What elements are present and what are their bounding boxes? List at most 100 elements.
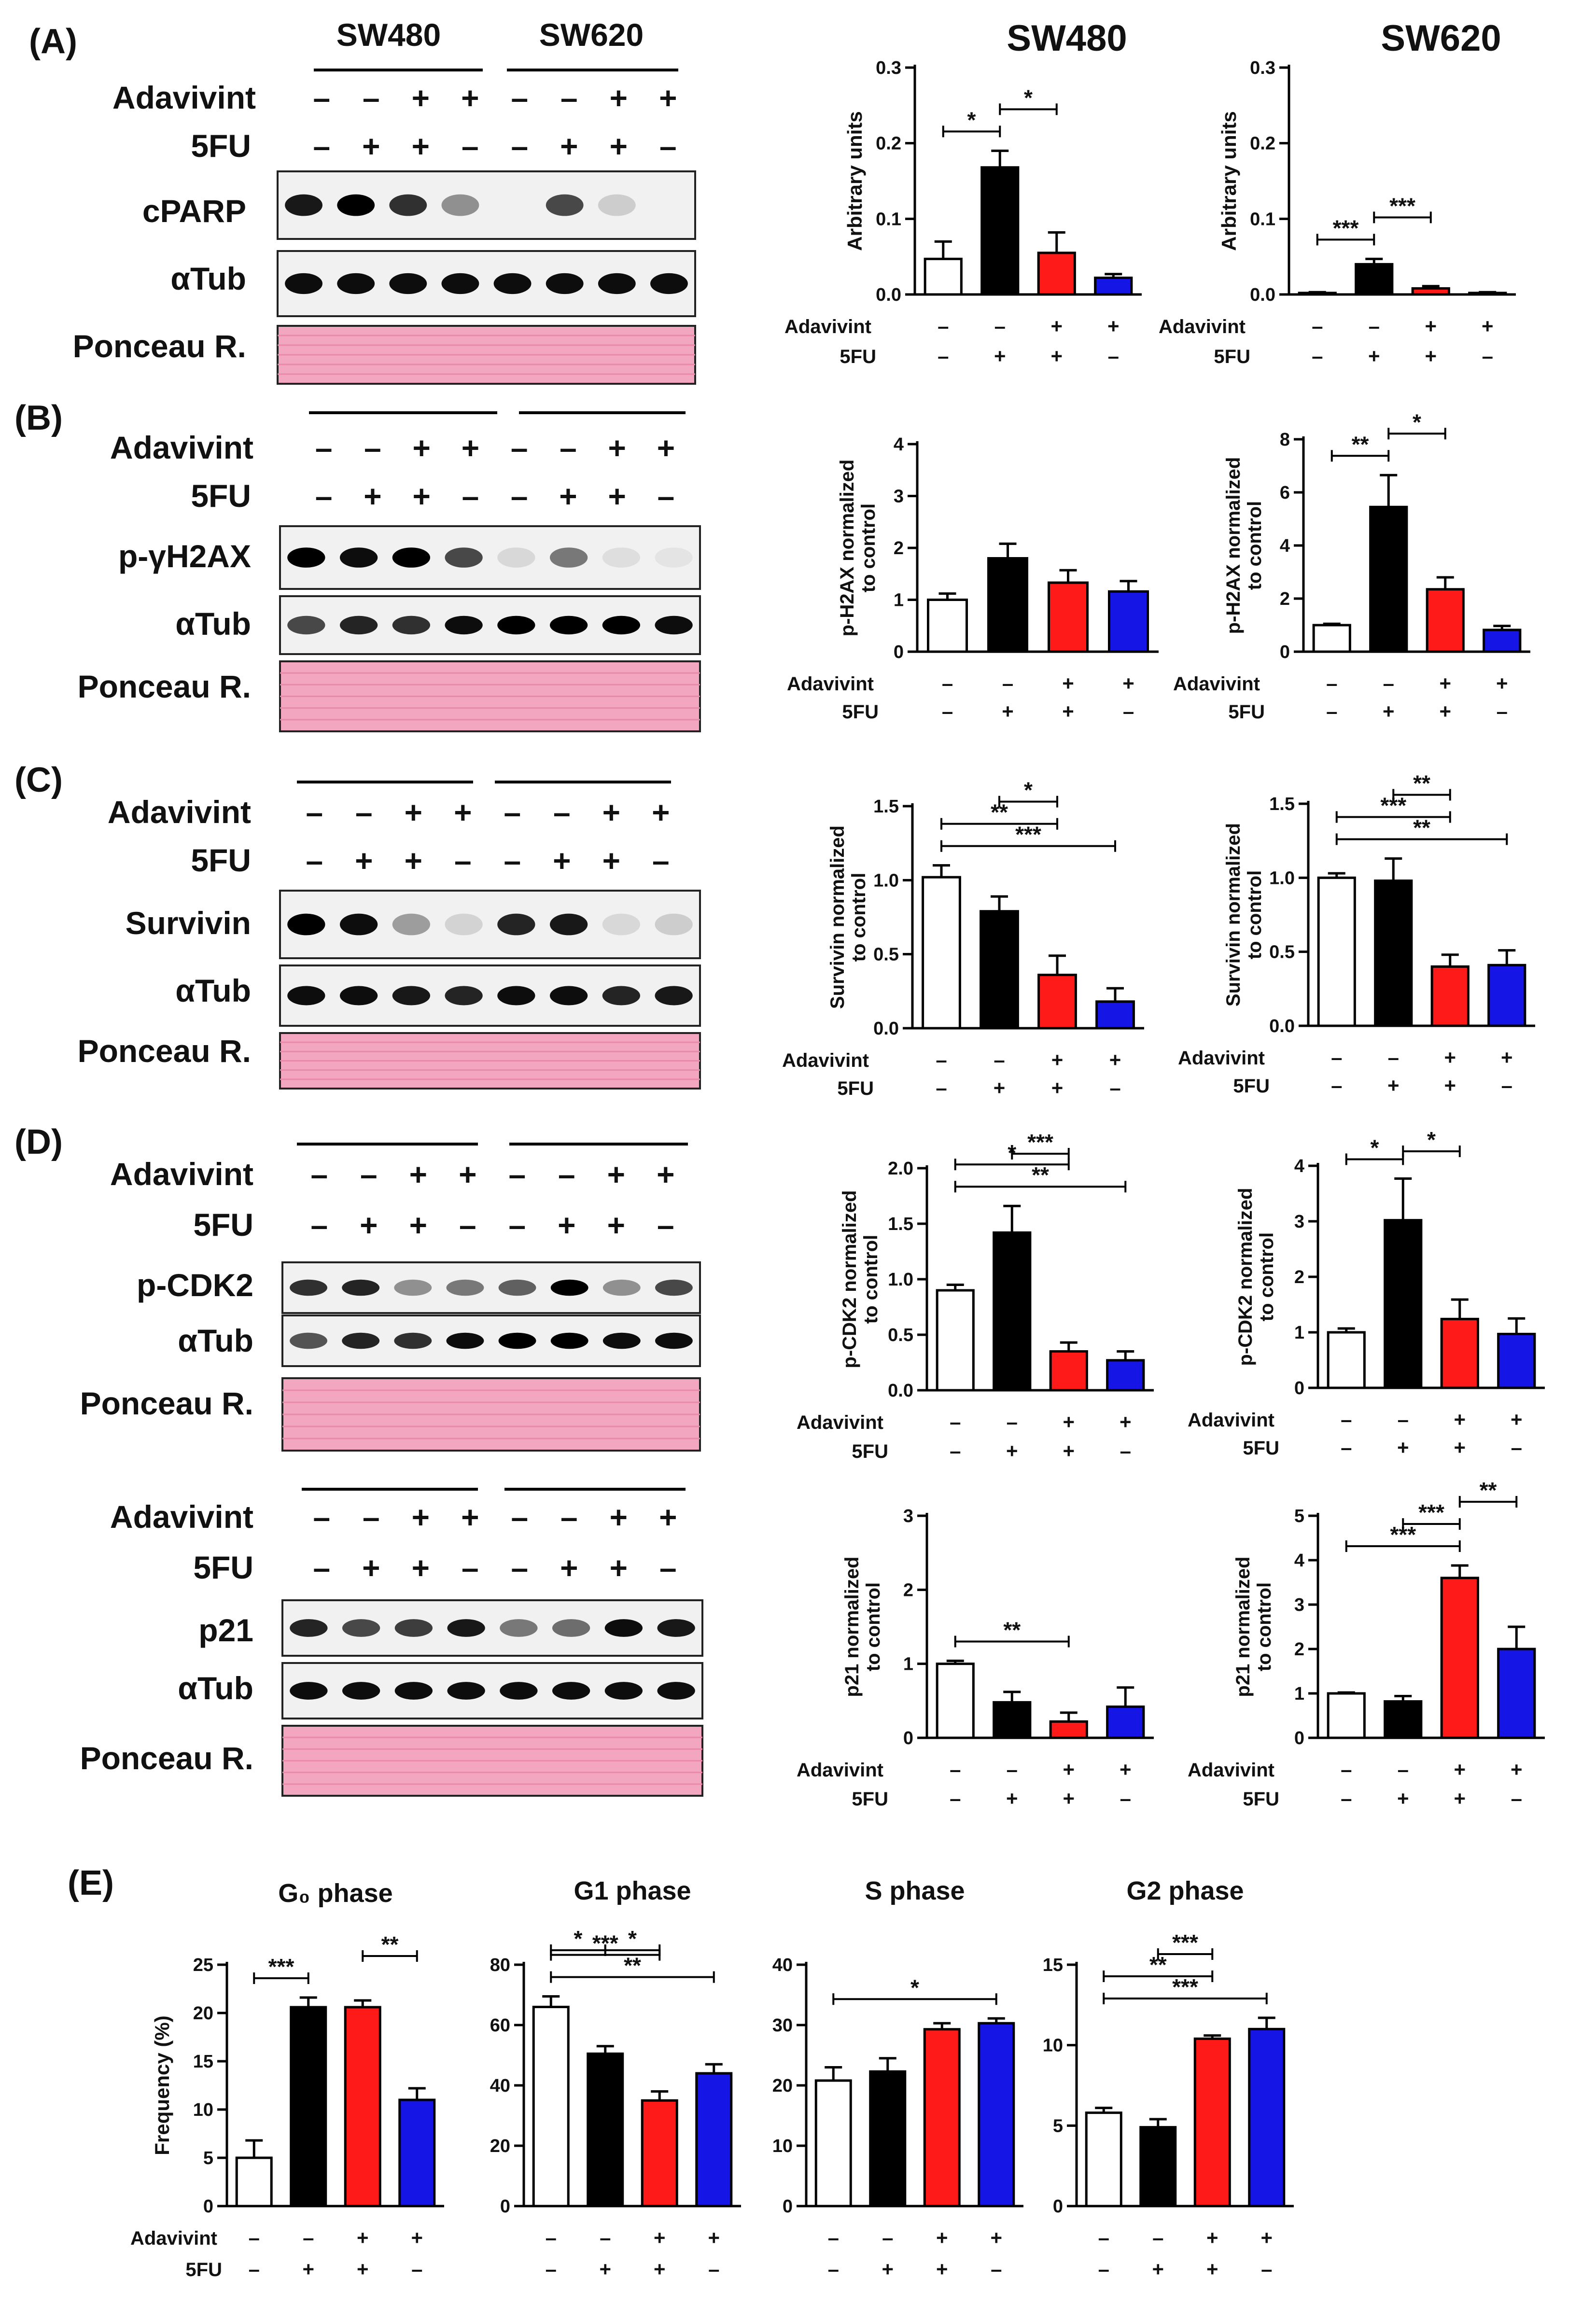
fu-row-label: 5FU — [840, 346, 876, 367]
significance-stars: *** — [1027, 1130, 1053, 1155]
significance-stars: *** — [1333, 215, 1359, 240]
blot-band — [549, 615, 588, 635]
c-fu-sign: + — [553, 843, 571, 878]
d-fu-sign: – — [657, 1208, 674, 1243]
bar — [1327, 1692, 1366, 1739]
blot-band — [552, 1682, 590, 1700]
y-tick-label: 5 — [1053, 2116, 1063, 2136]
bar — [695, 2072, 733, 2208]
d-adavivint-sign: + — [459, 1157, 476, 1192]
fu-sign: + — [1454, 1436, 1466, 1459]
c-fu-sign: + — [355, 843, 373, 878]
adavivint-sign: + — [1122, 672, 1134, 695]
chart-c1: 0.0 0.5 1.0 1.5 Survivin normalized to contro… — [782, 778, 1144, 1099]
fu-sign: + — [1006, 1440, 1018, 1462]
fu-sign: + — [1439, 700, 1451, 723]
blot-band — [546, 273, 584, 294]
y-tick-label: 3 — [1294, 1212, 1304, 1232]
fu-sign: – — [1120, 1440, 1131, 1462]
chart-a2: 0.0 0.1 0.2 0.3 Arbitrary units SW620 *** *** Ad… — [1159, 18, 1516, 367]
y-tick-label: 20 — [193, 2003, 213, 2024]
y-tick-label: 2 — [1280, 589, 1290, 609]
blot-band — [394, 1332, 432, 1349]
adavivint-row-label: Adavivint — [787, 673, 874, 695]
p-adavivint-sign: + — [659, 1500, 677, 1535]
blot-band — [604, 1682, 643, 1700]
significance-stars: * — [1024, 85, 1033, 110]
y-tick-label: 0 — [894, 642, 904, 662]
b-adavivint-sign: + — [412, 431, 430, 465]
fu-row-label: 5FU — [1214, 346, 1250, 367]
fu-row-label: 5FU — [1233, 1076, 1270, 1097]
chart-a1: 0.0 0.1 0.2 0.3 Arbitrary units SW480 * * Adaviv… — [784, 18, 1142, 367]
blot-band — [598, 194, 636, 216]
fu-label: 5FU — [191, 128, 251, 164]
y-tick-label: 0.3 — [876, 58, 901, 78]
adavivint-sign: + — [357, 2226, 369, 2249]
adavivint-row-label: Adavivint — [784, 316, 871, 337]
y-tick-label: 4 — [1294, 1156, 1304, 1176]
blot-band — [392, 615, 431, 635]
a-fu-sign: – — [313, 129, 330, 164]
bar — [978, 2022, 1015, 2208]
adavivint-row-label: Adavivint — [782, 1050, 869, 1071]
y-tick-label: 0.3 — [1250, 58, 1275, 78]
fu-sign: + — [1425, 345, 1437, 367]
fu-sign: – — [1511, 1436, 1522, 1459]
adavivint-sign: – — [1388, 1046, 1399, 1069]
fu-sign: + — [1063, 1787, 1075, 1810]
bar — [1487, 964, 1526, 1027]
chart-c2: 0.0 0.5 1.0 1.5 Survivin normalized to contro… — [1178, 770, 1535, 1097]
y-axis-label: p-CDK2 normalized — [1235, 1188, 1256, 1366]
bar — [980, 910, 1019, 1030]
y-tick-label: 4 — [894, 434, 904, 455]
y-tick-label: 0.0 — [888, 1381, 913, 1401]
y-tick-label: 2 — [894, 538, 904, 559]
blot-band — [445, 986, 483, 1006]
blot-band — [602, 547, 641, 568]
adavivint-sign: + — [1444, 1046, 1456, 1069]
fu-sign: – — [1109, 1076, 1120, 1099]
blot-band — [394, 1619, 433, 1637]
blot-tub-c — [279, 964, 701, 1027]
c-adavivint-sign: + — [405, 795, 422, 830]
y-tick-label: 1.0 — [1269, 868, 1295, 888]
fu-sign: + — [1383, 700, 1395, 723]
adavivint-sign: – — [1002, 672, 1013, 695]
adavivint-row-label: Adavivint — [1173, 673, 1260, 695]
adavivint-sign: + — [1120, 1411, 1132, 1433]
adavivint-sign: – — [994, 315, 1006, 337]
y-tick-label: 1.0 — [888, 1270, 913, 1290]
adavivint-label: Adavivint — [110, 1499, 253, 1535]
b-fu-sign: – — [511, 479, 528, 514]
b-fu-sign: – — [462, 479, 479, 514]
y-axis-label: p-H2AX normalized — [837, 460, 858, 637]
fu-sign: – — [1341, 1787, 1352, 1810]
y-tick-label: 0.2 — [1250, 134, 1275, 154]
bar — [1483, 629, 1522, 653]
blot-band — [497, 615, 535, 635]
blot-band — [392, 913, 431, 936]
significance-stars: * — [574, 1926, 583, 1951]
y-tick-label: 1 — [1294, 1684, 1304, 1704]
y-axis-label: to control — [848, 873, 869, 962]
y-axis-label: to control — [858, 503, 879, 592]
y-axis-label: Frequency (%) — [151, 2015, 173, 2155]
a-adavivint-sign: + — [659, 81, 677, 115]
d-adavivint-sign: – — [508, 1157, 526, 1192]
d-adavivint-sign: – — [558, 1157, 575, 1192]
y-tick-label: 0.0 — [876, 285, 901, 305]
p-fu-sign: – — [511, 1551, 528, 1585]
blot-frame — [279, 890, 701, 959]
fu-sign: + — [1454, 1787, 1466, 1810]
bar — [1049, 1720, 1088, 1739]
significance-stars: *** — [1172, 1930, 1198, 1955]
blot-band — [602, 1332, 641, 1349]
bar — [987, 557, 1028, 653]
blot-band — [655, 913, 693, 936]
y-tick-label: 10 — [193, 2100, 213, 2120]
adavivint-sign: – — [1331, 1046, 1342, 1069]
y-tick-label: 1.5 — [888, 1214, 913, 1234]
adavivint-sign: – — [828, 2226, 839, 2249]
